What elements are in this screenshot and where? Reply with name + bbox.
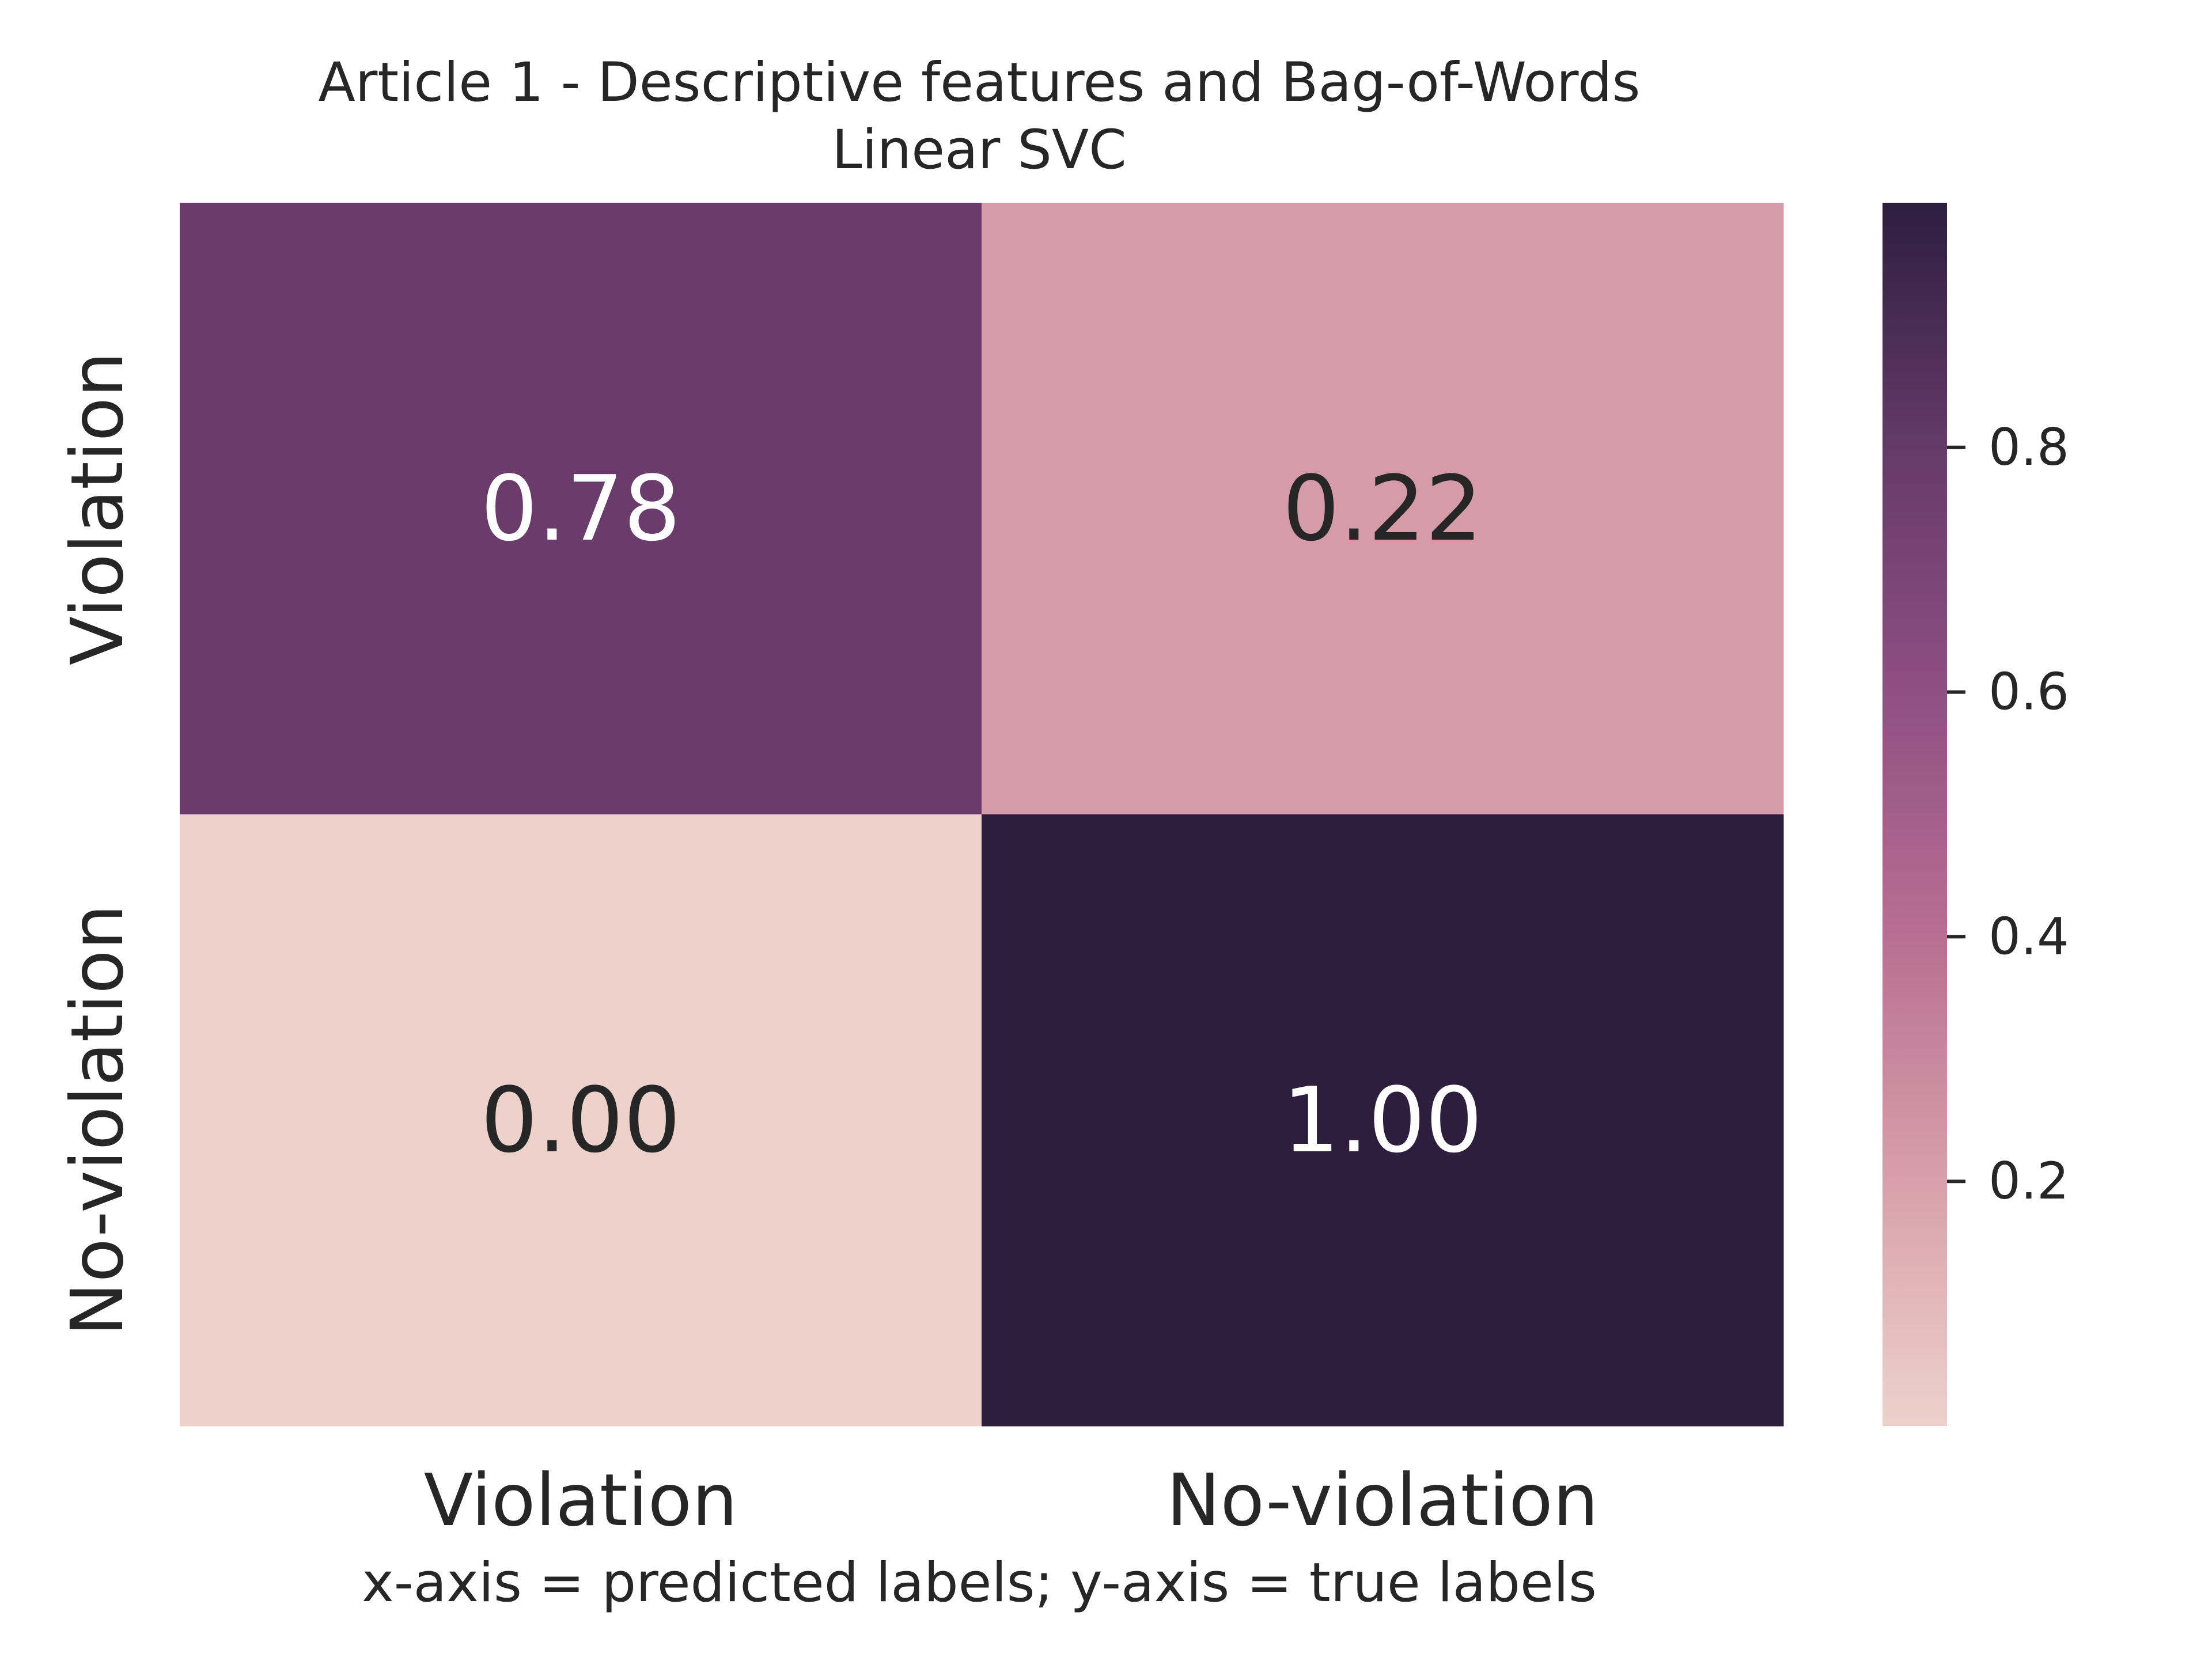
heatmap-cell-labels: 0.78 0.22 0.00 1.00: [480, 456, 1482, 1173]
colorbar-tick-label: 0.2: [1988, 1151, 2069, 1211]
y-tick-labels: Violation No-violation: [56, 352, 139, 1336]
colorbar-tick-label: 0.8: [1988, 418, 2069, 477]
cell-value-0-0: 0.78: [480, 456, 680, 561]
colorbar-tick-label: 0.4: [1988, 907, 2069, 966]
x-tick-labels: Violation No-violation: [424, 1459, 1599, 1542]
cell-value-1-0: 0.00: [480, 1068, 680, 1173]
colorbar-ticks: 0.2 0.4 0.6 0.8: [1947, 418, 2069, 1211]
colorbar: [1883, 203, 1947, 1426]
cell-value-1-1: 1.00: [1282, 1068, 1482, 1173]
heatmap-cell-1-1: [982, 814, 1784, 1427]
y-tick-label: Violation: [56, 352, 139, 666]
x-tick-label: Violation: [424, 1459, 738, 1542]
x-tick-label: No-violation: [1166, 1459, 1599, 1542]
heatmap-cells: [180, 203, 1784, 1427]
y-tick-label: No-violation: [56, 904, 139, 1336]
heatmap-cell-0-1: [982, 203, 1784, 815]
cell-value-0-1: 0.22: [1282, 456, 1482, 561]
heatmap-cell-0-0: [180, 203, 982, 815]
x-axis-caption: x-axis = predicted labels; y-axis = true…: [362, 1552, 1597, 1614]
chart-title: Article 1 - Descriptive features and Bag…: [318, 51, 1640, 114]
heatmap-cell-1-0: [180, 814, 982, 1427]
colorbar-tick-label: 0.6: [1988, 662, 2069, 722]
chart-subtitle: Linear SVC: [832, 119, 1127, 181]
